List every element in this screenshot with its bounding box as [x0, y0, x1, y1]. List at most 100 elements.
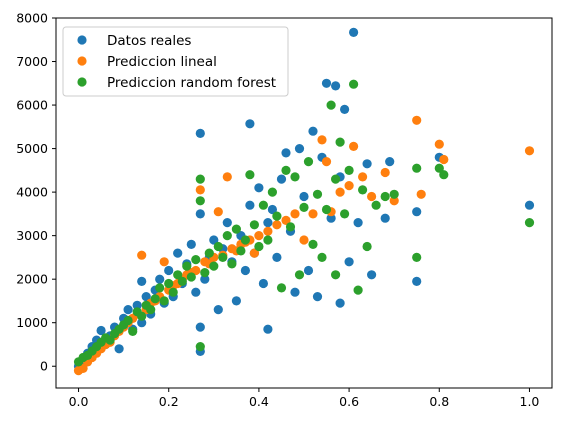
y-tick-label: 8000: [16, 11, 48, 26]
data-point: [258, 278, 268, 289]
data-point: [105, 335, 115, 345]
data-point: [137, 250, 147, 260]
data-point: [331, 270, 341, 280]
data-point: [340, 209, 350, 219]
data-point: [299, 202, 309, 212]
data-point: [308, 239, 318, 249]
data-point: [254, 241, 264, 252]
data-point: [524, 218, 535, 228]
legend-label: Datos reales: [107, 33, 191, 49]
data-point: [331, 81, 341, 91]
data-point: [362, 159, 372, 169]
data-point: [150, 294, 160, 304]
data-point: [263, 218, 273, 228]
data-point: [317, 252, 327, 262]
data-point: [367, 270, 377, 280]
series-0: [73, 27, 535, 371]
data-point: [380, 213, 390, 223]
data-point: [326, 100, 336, 110]
data-point: [155, 283, 165, 293]
data-point: [349, 27, 359, 37]
data-point: [209, 261, 219, 271]
data-point: [331, 174, 341, 184]
data-point: [290, 172, 300, 182]
series-2: [73, 79, 535, 367]
data-point: [209, 235, 219, 245]
data-point: [191, 287, 201, 297]
data-point: [231, 296, 241, 306]
data-point: [263, 324, 273, 334]
data-point: [200, 274, 210, 284]
data-point: [114, 344, 124, 354]
y-tick-label: 0: [40, 359, 48, 374]
data-point: [200, 268, 210, 278]
data-point: [380, 191, 390, 202]
data-point: [132, 300, 142, 310]
data-point: [245, 119, 255, 129]
data-point: [272, 220, 282, 230]
data-point: [222, 172, 232, 182]
data-point: [236, 246, 246, 256]
data-point: [195, 128, 205, 138]
data-point: [353, 218, 363, 228]
x-tick-label: 0.4: [249, 394, 269, 409]
data-point: [412, 115, 422, 125]
data-point: [349, 141, 359, 151]
legend-box: [62, 26, 289, 97]
data-point: [321, 157, 332, 167]
data-point: [303, 265, 314, 276]
data-point: [195, 342, 205, 352]
legend-marker: [77, 56, 87, 66]
data-point: [299, 235, 309, 245]
data-point: [290, 209, 300, 219]
data-point: [412, 276, 422, 286]
data-point: [191, 255, 201, 265]
data-point: [137, 311, 147, 321]
data-point: [146, 305, 156, 315]
data-point: [353, 285, 363, 295]
data-point: [254, 183, 264, 193]
data-point: [231, 224, 241, 234]
data-point: [358, 185, 368, 195]
data-point: [249, 220, 259, 230]
data-point: [240, 265, 250, 276]
data-point: [186, 272, 196, 282]
data-point: [299, 191, 309, 202]
y-tick-label: 6000: [16, 98, 48, 113]
data-point: [159, 257, 169, 267]
x-tick-label: 0.0: [69, 394, 89, 409]
data-point: [290, 287, 300, 297]
data-point: [362, 241, 372, 252]
data-point: [222, 218, 232, 228]
data-point: [164, 278, 174, 289]
data-point: [78, 363, 88, 373]
data-point: [335, 187, 345, 197]
data-point: [123, 315, 133, 326]
data-point: [281, 148, 291, 158]
data-point: [213, 207, 223, 217]
points-layer: [73, 27, 535, 376]
data-point: [240, 235, 250, 245]
data-point: [434, 139, 444, 149]
data-point: [439, 154, 449, 165]
data-point: [137, 276, 147, 286]
data-point: [312, 292, 323, 302]
data-point: [285, 222, 296, 232]
data-point: [344, 165, 354, 175]
plot-frame: [55, 17, 553, 389]
data-point: [276, 283, 287, 293]
data-point: [195, 196, 205, 206]
y-tick-label: 2000: [16, 272, 48, 287]
data-point: [335, 298, 345, 308]
y-tick-label: 1000: [16, 315, 48, 330]
data-point: [276, 174, 287, 184]
data-point: [389, 196, 399, 206]
data-point: [340, 104, 350, 114]
data-point: [267, 204, 277, 215]
data-point: [227, 259, 237, 269]
data-point: [344, 257, 354, 267]
y-axis: 0 1000 2000 3000 4000 5000 6000 7000 8000: [16, 11, 56, 374]
data-point: [137, 318, 147, 328]
data-point: [249, 248, 259, 258]
